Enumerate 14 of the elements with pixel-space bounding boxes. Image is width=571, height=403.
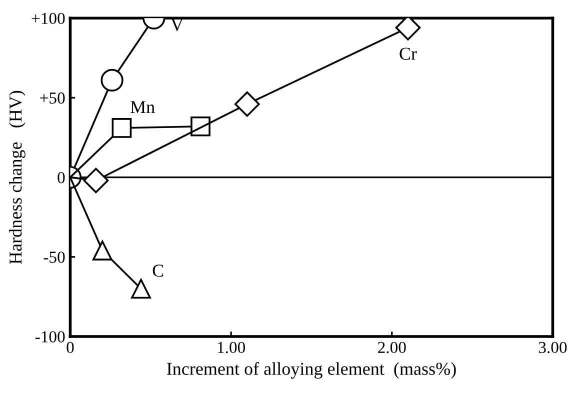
y-tick-label: -100 xyxy=(35,331,65,342)
x-tick-label: 1.00 xyxy=(218,342,246,354)
y-tick-label: +50 xyxy=(40,92,65,104)
y-tick-label: +100 xyxy=(32,12,65,24)
y-tick-label: -50 xyxy=(44,252,65,263)
series-label: Mn xyxy=(130,101,155,114)
y-axis-title: Hardness change (HV) xyxy=(8,90,26,264)
x-tick-label: 2.00 xyxy=(378,342,406,354)
series-label: Cr xyxy=(400,48,417,60)
x-tick-label: 3.00 xyxy=(538,342,567,354)
series-label: C xyxy=(152,264,164,277)
x-axis-title: Increment of alloying element (mass%) xyxy=(166,362,456,379)
x-tick-label: 0 xyxy=(66,342,74,354)
y-tick-label: 0 xyxy=(58,172,65,184)
